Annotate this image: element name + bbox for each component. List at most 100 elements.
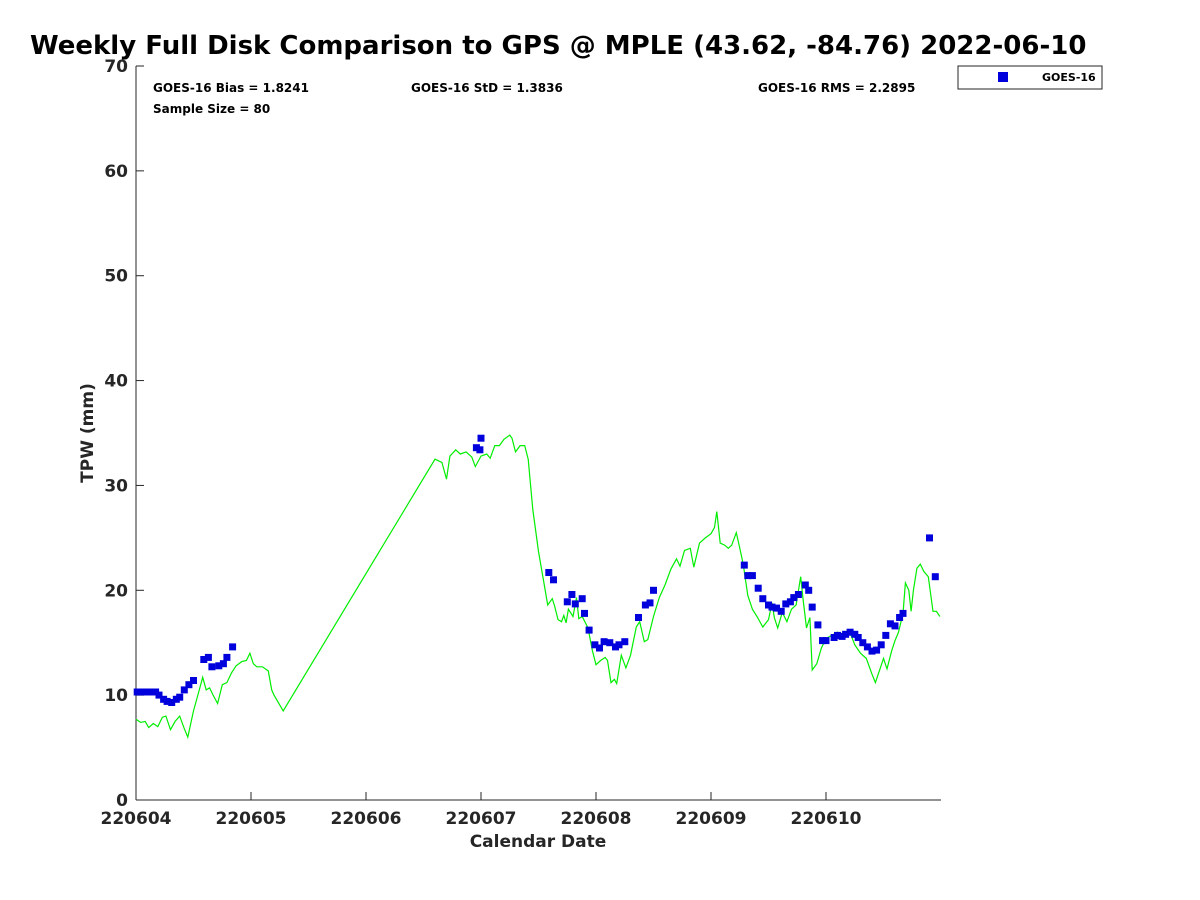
x-tick-label: 220604 (101, 809, 172, 829)
goes16-point (931, 573, 939, 581)
goes16-point (896, 614, 904, 621)
y-tick-label: 60 (104, 162, 128, 182)
plot-data (133, 434, 941, 740)
y-tick-label: 10 (104, 686, 128, 706)
goes16-point (204, 653, 212, 661)
goes16-point (635, 614, 642, 621)
goes16-point (138, 688, 146, 696)
goes16-point (568, 591, 576, 598)
goes16-point (571, 600, 579, 608)
y-tick-label: 40 (104, 372, 128, 392)
goes16-point (190, 677, 197, 684)
y-tick-label: 50 (104, 267, 128, 287)
goes16-point (882, 631, 890, 639)
goes16-point (863, 643, 871, 651)
legend-label-goes16: GOES-16 (1042, 71, 1096, 84)
x-tick-label: 220608 (561, 809, 632, 829)
goes16-point (223, 653, 231, 661)
goes16-point (773, 604, 780, 612)
goes16-point (790, 594, 798, 602)
y-ticks: 0 10 20 30 40 50 60 70 (104, 57, 144, 811)
goes16-point (229, 643, 237, 651)
goes16-point (168, 699, 176, 706)
goes16-point (782, 600, 790, 608)
x-tick-label: 220610 (791, 809, 862, 829)
sample-size-stat: Sample Size = 80 (153, 102, 270, 116)
goes16-point (814, 621, 822, 629)
goes16-point (550, 576, 557, 584)
goes16-point (133, 688, 141, 696)
goes16-point (563, 598, 571, 606)
goes16-point (899, 609, 907, 617)
bias-stat: GOES-16 Bias = 1.8241 (153, 81, 309, 95)
x-ticks: 220604 220605 220606 220607 220608 220609 2206… (101, 792, 862, 829)
goes16-point (185, 681, 193, 689)
goes16-point (215, 662, 223, 670)
goes16-point (591, 641, 599, 649)
goes16-point (650, 586, 657, 594)
chart-title: Weekly Full Disk Comparison to GPS @ MPL… (30, 31, 1086, 61)
goes16-point (808, 603, 816, 611)
goes16-point (163, 697, 171, 705)
goes16-point (744, 572, 752, 580)
goes16-point (545, 569, 553, 576)
goes16-point (873, 646, 881, 654)
goes16-point (596, 644, 603, 652)
x-tick-label: 220609 (676, 809, 747, 829)
std-stat: GOES-16 StD = 1.3836 (411, 81, 563, 95)
y-tick-label: 70 (104, 57, 128, 77)
goes16-point (646, 599, 654, 607)
goes16-point (842, 630, 850, 638)
goes16-point (801, 581, 809, 589)
goes16-point (834, 631, 841, 639)
goes16-point (877, 641, 885, 649)
goes16-point (768, 603, 776, 611)
goes16-point (585, 626, 593, 634)
goes16-point (219, 660, 227, 668)
x-axis-label: Calendar Date (470, 832, 607, 852)
rms-stat: GOES-16 RMS = 2.2895 (758, 81, 915, 95)
goes16-point (748, 572, 756, 580)
goes16-point (200, 656, 208, 663)
goes16-point (155, 691, 163, 699)
goes16-point (606, 639, 614, 647)
goes16-point (641, 601, 649, 609)
goes16-point (581, 609, 588, 617)
goes16-point (786, 598, 794, 606)
goes16-point (777, 607, 785, 615)
goes16-point (868, 647, 876, 655)
x-tick-label: 220605 (216, 809, 287, 829)
goes16-point (854, 634, 862, 641)
legend: GOES-16 (957, 65, 1103, 90)
plot-axes (135, 66, 941, 801)
goes16-point (859, 639, 867, 647)
goes16-point (759, 595, 767, 603)
goes16-point (621, 638, 629, 646)
goes16-point (846, 628, 854, 636)
goes16-point (886, 620, 894, 628)
goes16-point (180, 686, 188, 694)
goes16-point (142, 688, 150, 696)
goes16-point (477, 434, 485, 442)
goes16-point (926, 534, 933, 542)
goes16-point (147, 688, 155, 696)
goes16-point (740, 561, 748, 569)
goes16-point (822, 637, 830, 645)
legend-box (957, 65, 1103, 90)
goes16-point (794, 591, 802, 598)
y-axis-label: TPW (mm) (78, 383, 98, 483)
goes16-point (208, 663, 216, 671)
goes16-point (476, 446, 484, 454)
goes16-point (615, 641, 623, 649)
x-tick-label: 220606 (331, 809, 402, 829)
x-tick-label: 220607 (446, 809, 517, 829)
goes16-point (754, 584, 762, 592)
legend-marker-goes16 (998, 72, 1008, 82)
goes16-point (600, 638, 608, 646)
goes16-point (176, 693, 184, 701)
y-tick-label: 30 (104, 476, 128, 496)
y-tick-label: 20 (104, 581, 128, 601)
y-tick-label: 0 (116, 791, 128, 811)
goes16-point (805, 586, 813, 594)
